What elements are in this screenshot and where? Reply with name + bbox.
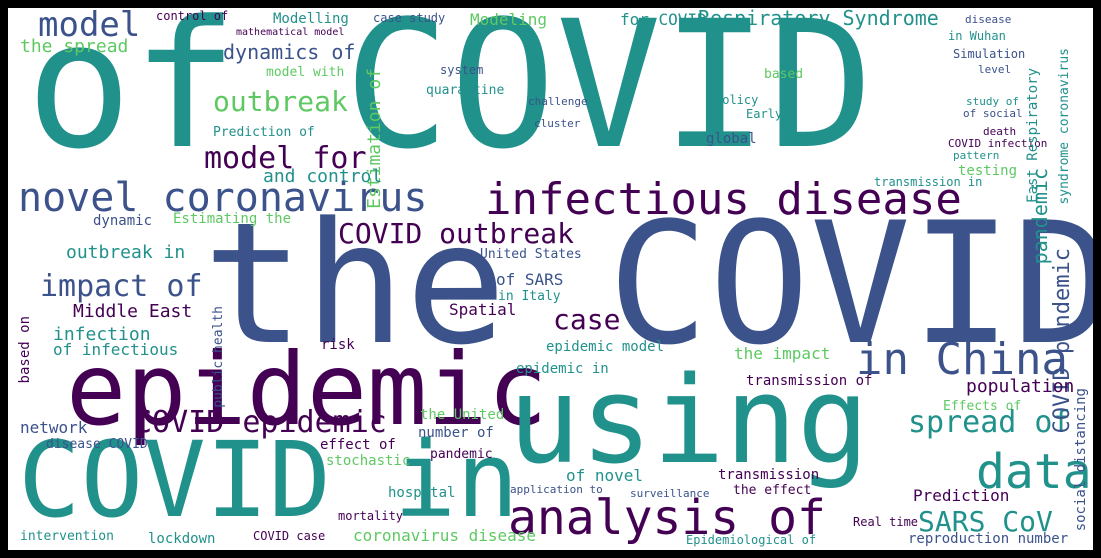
word-case: case: [553, 303, 621, 336]
word-prediction-of: Prediction of: [213, 125, 315, 140]
word-level: level: [978, 63, 1012, 76]
word-the-impact: the impact: [734, 344, 831, 363]
word-global: global: [706, 131, 757, 147]
word-covid-outbreak: COVID outbreak: [338, 217, 575, 250]
word-covid-epidemic: COVID epidemic: [134, 405, 387, 440]
word-cloud: of COVID the COVID epidemic using COVID …: [8, 8, 1093, 550]
word-in-china: in China: [856, 334, 1068, 385]
word-in-italy: in Italy: [498, 289, 561, 304]
word-hospital: hospital: [388, 485, 456, 501]
word-real-time: Real time: [853, 515, 919, 529]
word-covid-pandemic: COVID pandemic: [1050, 248, 1075, 434]
word-pattern: pattern: [953, 149, 1000, 162]
word-infectious-disease: infectious disease: [485, 174, 962, 225]
word-simulation: Simulation: [953, 47, 1026, 61]
word-analysis-of: analysis of: [508, 490, 826, 546]
word-respiratory-syndrome: Respiratory Syndrome: [698, 8, 939, 30]
word-the-spread: the spread: [20, 36, 129, 57]
word-prediction: Prediction: [913, 486, 1010, 505]
word-estimating-the: Estimating the: [173, 211, 292, 227]
word-effect-of: effect of: [320, 437, 396, 453]
word-pandemic: pandemic: [430, 447, 493, 462]
word-dynamic: dynamic: [93, 213, 153, 229]
word-epidemic-model: epidemic model: [546, 339, 665, 355]
word-model: model: [38, 8, 141, 45]
word-middle-east: Middle East: [73, 301, 193, 322]
word-of-covid: of COVID: [26, 8, 874, 188]
word-case-study: case study: [373, 11, 446, 25]
word-and-control: and control: [263, 166, 383, 187]
word-quarantine: quarantine: [426, 83, 505, 98]
word-testing: testing: [958, 163, 1018, 179]
word-challenge: challenge: [528, 95, 588, 108]
word-risk: risk: [321, 337, 355, 353]
word-the-united: the United: [420, 407, 505, 423]
word-east-respiratory: East Respiratory: [1025, 68, 1041, 203]
word-spread-of: spread of: [908, 405, 1071, 440]
word-cluster: cluster: [534, 117, 581, 130]
word-study-of: study of: [966, 95, 1019, 108]
word-of-sars: of SARS: [496, 270, 564, 289]
word-mathematical-model: mathematical model: [236, 27, 345, 38]
word-coronavirus-disease: coronavirus disease: [353, 526, 537, 545]
word-stochastic: stochastic: [326, 453, 411, 469]
word-transmission-in: transmission in: [874, 175, 983, 189]
word-number-of: number of: [418, 425, 494, 441]
word-syndrome-coronavirus: syndrome coronavirus: [1057, 48, 1072, 205]
word-mortality: mortality: [338, 509, 404, 523]
word-based: based: [764, 67, 804, 82]
word-policy: policy: [715, 93, 759, 107]
word-reproduction-number: reproduction number: [908, 531, 1069, 547]
word-of-social: of social: [963, 107, 1023, 120]
word-using: using: [508, 352, 870, 491]
word-dynamics-of: dynamics of: [223, 40, 356, 64]
word-estimation-of: Estimation of: [364, 68, 385, 209]
word-epidemiological-of: Epidemiological of: [686, 533, 817, 547]
word-covid-infection: COVID infection: [948, 137, 1048, 150]
word-public-health: public health: [211, 306, 226, 408]
word-novel-coronavirus: novel coronavirus: [18, 175, 428, 221]
word-death: death: [983, 125, 1017, 138]
word-application-to: application to: [510, 483, 603, 496]
word-system: system: [440, 63, 484, 77]
word-covid-case: COVID case: [253, 529, 326, 543]
word-united-states: United States: [480, 247, 582, 262]
word-network: network: [20, 418, 88, 437]
word-the-covid: the COVID: [203, 186, 1093, 382]
word-model-with: model with: [266, 65, 345, 80]
word-model-for: model for: [204, 141, 367, 176]
word-for-covid: for COVID: [620, 10, 707, 29]
word-effects-of: Effects of: [943, 399, 1022, 414]
word-impact-of: impact of: [40, 269, 203, 304]
word-control-of: control of: [156, 9, 229, 23]
word-epidemic-in: epidemic in: [516, 361, 609, 377]
word-surveillance: surveillance: [630, 487, 710, 500]
word-modeling: Modeling: [470, 10, 548, 29]
word-outbreak-in: outbreak in: [66, 242, 186, 263]
word-population: population: [966, 376, 1075, 397]
word-covid-in: COVID in: [18, 419, 519, 541]
word-spatial: Spatial: [449, 300, 517, 319]
word-disease-covid: disease COVID: [46, 437, 148, 452]
word-outbreak: outbreak: [213, 85, 348, 118]
word-sars-cov: SARS CoV: [918, 505, 1053, 538]
word-lockdown: lockdown: [148, 531, 216, 547]
word-disease: disease: [965, 13, 1012, 26]
word-epidemic: epidemic: [66, 331, 548, 448]
word-in-wuhan: in Wuhan: [948, 29, 1006, 43]
word-modelling: Modelling: [273, 11, 349, 27]
word-intervention: intervention: [20, 529, 114, 544]
word-data: data: [976, 444, 1092, 500]
word-based-on: based on: [17, 316, 33, 384]
word-infection: infection: [53, 324, 151, 345]
word-transmission-of: transmission of: [746, 373, 873, 389]
word-the-effect: the effect: [733, 483, 812, 498]
word-social-distancing: social distancing: [1073, 388, 1089, 532]
word-early: Early: [746, 107, 783, 121]
word-of-infectious: of infectious: [53, 340, 179, 359]
word-of-novel: of novel: [566, 466, 644, 485]
word-transmission: transmission: [718, 467, 820, 483]
